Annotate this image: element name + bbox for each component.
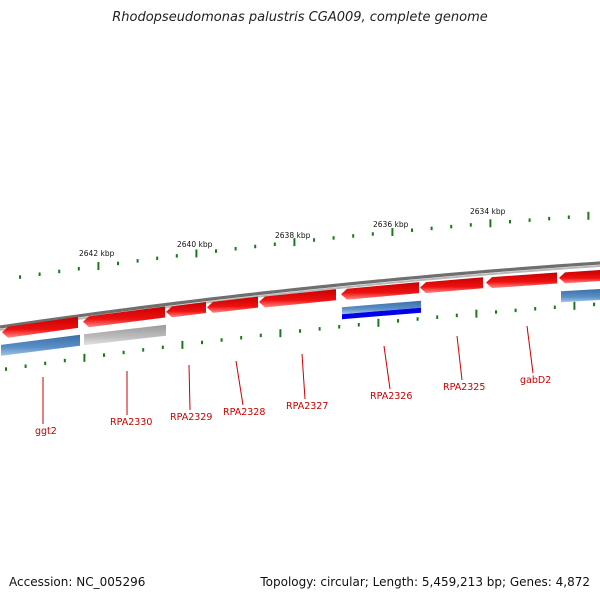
genome-summary-text: Topology: circular; Length: 5,459,213 bp… bbox=[260, 575, 590, 589]
gene-ggt2-product bbox=[1, 334, 80, 356]
scale-label-2642: 2642 kbp bbox=[79, 249, 115, 258]
backbone-outer-line bbox=[0, 261, 600, 329]
gene-rpa2328-forward bbox=[207, 296, 258, 313]
scale-label-2634: 2634 kbp bbox=[470, 207, 506, 216]
gene-rpa2330-product bbox=[84, 324, 166, 346]
gene-next-product bbox=[561, 289, 600, 303]
gene-gabd2-forward bbox=[486, 272, 557, 289]
gene-label-rpa2329[interactable]: RPA2329 bbox=[170, 412, 212, 423]
scale-labels: 2642 kbp 2640 kbp 2638 kbp 2636 kbp 2634… bbox=[79, 207, 506, 258]
gene-rpa2326-product-a bbox=[342, 300, 421, 315]
leader-rpa2326 bbox=[383, 345, 391, 390]
gene-label-rpa2328[interactable]: RPA2328 bbox=[223, 407, 265, 418]
leader-rpa2328 bbox=[235, 360, 244, 406]
gene-next-forward bbox=[559, 270, 600, 284]
gene-rpa2327-forward bbox=[259, 289, 336, 308]
map-title: Rhodopseudomonas palustris CGA009, compl… bbox=[112, 10, 488, 25]
gene-rpa2326-forward bbox=[341, 282, 419, 300]
gene-ggt2-forward bbox=[2, 316, 78, 338]
gene-labels: ggt2 RPA2330 RPA2329 RPA2328 RPA2327 RPA… bbox=[35, 375, 551, 437]
scale-label-2638: 2638 kbp bbox=[275, 231, 311, 240]
gene-label-rpa2326[interactable]: RPA2326 bbox=[370, 391, 412, 402]
scale-ticks bbox=[5, 211, 595, 371]
gene-rpa2326-product-selected bbox=[342, 307, 421, 320]
accession-text: Accession: NC_005296 bbox=[9, 575, 146, 589]
gene-rpa2325-forward bbox=[420, 277, 483, 294]
gene-features bbox=[1, 270, 600, 356]
label-leaders bbox=[42, 325, 534, 424]
gene-rpa2329-forward bbox=[166, 302, 206, 318]
scale-label-2636: 2636 kbp bbox=[373, 220, 409, 229]
leader-rpa2329 bbox=[188, 364, 191, 411]
leader-rpa2327 bbox=[301, 353, 306, 400]
gene-rpa2330-forward bbox=[83, 306, 165, 328]
leader-gabd2 bbox=[526, 325, 534, 374]
gene-label-rpa2327[interactable]: RPA2327 bbox=[286, 401, 328, 412]
gene-label-rpa2325[interactable]: RPA2325 bbox=[443, 382, 485, 393]
gene-label-gabd2[interactable]: gabD2 bbox=[520, 375, 551, 386]
scale-label-2640: 2640 kbp bbox=[177, 240, 213, 249]
gene-label-rpa2330[interactable]: RPA2330 bbox=[110, 417, 152, 428]
leader-rpa2325 bbox=[456, 335, 463, 381]
gene-label-ggt2[interactable]: ggt2 bbox=[35, 426, 57, 437]
